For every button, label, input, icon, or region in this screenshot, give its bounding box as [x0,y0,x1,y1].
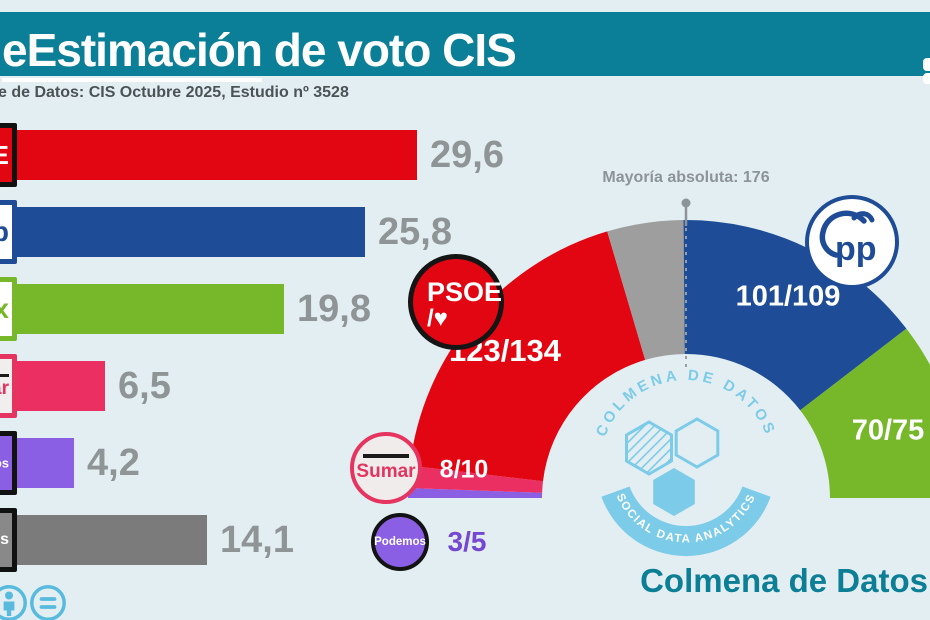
psoe-logo: E [0,123,17,187]
vox-logo: x [0,277,17,341]
watermark-band [601,486,771,557]
bar-row-podemos: os 4,2 [0,431,675,495]
pp-gull-icon: pp [819,210,877,268]
pp-logo-fragment: p [0,216,9,247]
otros-logo: s [0,508,17,572]
pp-badge: pp [805,195,899,289]
hemicycle-segment-vox [800,328,930,498]
seats-pp: 101/109 [735,280,841,313]
person-icon [0,585,27,620]
hemicycle-segment-pp [683,219,907,411]
hexagon-solid-icon [653,468,695,516]
pp-logo: p [0,200,17,264]
page-title: eEstimación de voto CIS [2,23,517,82]
bar-row-sumar: ar 6,5 [0,354,675,418]
value-label-psoe: 29,6 [430,134,504,176]
otros-logo-fragment: s [0,531,9,548]
value-label-pp: 25,8 [378,211,452,253]
bar-row-pp: p 25,8 [0,200,675,264]
sumar-badge-text: Sumar [356,460,416,482]
psoe-badge: PSOE /♥ [408,254,504,350]
hexagon-outline-icon [674,417,720,469]
bar-sumar [17,361,105,411]
seats-vox: 70/75 [851,414,925,447]
equals-icon [30,585,66,620]
watermark-arc-text: COLMENA DE DATOS [593,367,776,439]
psoe-heart-icon: /♥ [427,305,448,332]
value-label-sumar: 6,5 [118,365,171,407]
hemicycle-segment-psoe [409,231,646,482]
sumar-overline [363,453,409,458]
title-underlined-part: eEstimación [2,24,263,82]
psoe-badge-text: PSOE [427,277,503,307]
bar-row-psoe: E 29,6 [0,123,675,187]
value-label-podemos: 4,2 [87,442,140,484]
bar-pp [17,207,365,257]
value-label-vox: 19,8 [297,288,371,330]
vox-logo-fragment: x [0,293,9,324]
hemicycle-segment-sumar [408,465,543,493]
majority-label: Mayoría absoluta: 176 [602,169,770,186]
seats-sumar: 8/10 [439,455,489,484]
podemos-badge-text: Podemos [374,536,426,548]
sumar-logo-fragment: ar [0,374,9,398]
brand-text: Colmena de Datos [640,562,928,599]
value-label-otros: 14,1 [220,519,294,561]
sumar-logo: ar [0,354,17,418]
bar-psoe [17,130,417,180]
header-logo-fragment [923,73,930,84]
source-subtitle: e de Datos: CIS Octubre 2025, Estudio nº… [0,84,349,101]
bar-otros [17,515,207,565]
svg-text:pp: pp [835,230,877,268]
psoe-logo-fragment: E [0,140,9,170]
svg-text:COLMENA DE DATOS: COLMENA DE DATOS [593,367,780,439]
podemos-badge: Podemos [371,513,429,571]
header-logo-fragment [923,58,930,71]
seats-podemos: 3/5 [447,526,487,557]
title-rest: de voto CIS [262,24,517,76]
majority-marker-icon [681,198,691,368]
bar-row-otros: s 14,1 [0,508,675,572]
bar-row-vox: x 19,8 [0,277,675,341]
colmena-watermark-logo: COLMENA DE DATOS SOCIAL DATA ANALYTICS [593,367,780,557]
sumar-badge: Sumar [350,432,422,504]
hemicycle-segment-otros [607,220,685,360]
podemos-logo: os [0,431,17,495]
hemicycle-segment-podemos [408,488,543,498]
hexagon-hatched-icon [625,420,673,476]
footer-icons [0,585,66,620]
podemos-logo-fragment: os [0,455,9,471]
header-bar: eEstimación de voto CIS [0,12,930,84]
bar-vox [17,284,284,334]
bar-podemos [17,438,74,488]
hemicycle-chart [408,219,930,498]
